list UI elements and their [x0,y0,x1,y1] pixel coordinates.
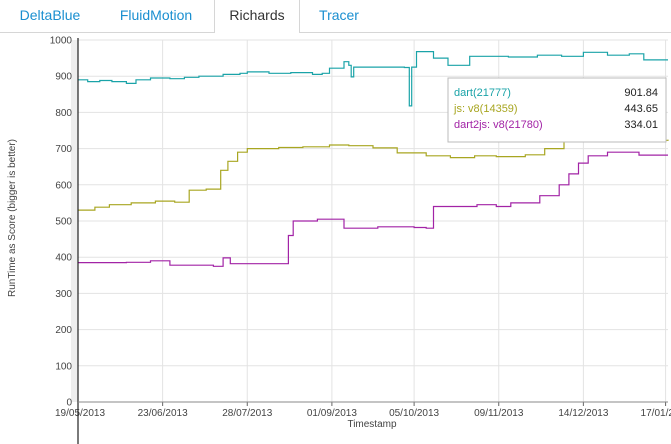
tab-fluidmotion[interactable]: FluidMotion [119,7,193,23]
axes: 0 100 200 300 400 500 600 700 800 900 1000 19/05/20… [50,36,671,444]
legend-value-dart: 901.84 [624,87,658,99]
js-v8-series-line [78,137,669,211]
legend-box [447,77,667,143]
legend-label-js: js: v8(14359) [453,103,518,115]
legend-label-dart: dart(21777) [454,87,511,99]
y-tick-label: 300 [55,289,72,300]
x-tick-label: 14/12/2013 [558,408,608,419]
dart-series-line [78,51,668,107]
y-tick-label: 1000 [50,36,73,47]
y-tick-label: 700 [55,144,72,155]
tab-bar: DeltaBlue FluidMotion Richards Tracer [0,0,671,33]
x-tick-label: 28/07/2013 [222,408,272,419]
y-axis-title: RunTime as Score (bigger is better) [7,139,18,297]
tab-richards[interactable]: Richards [214,0,300,33]
legend: dart(21777) 901.84 js: v8(14359) 443.65 … [447,77,667,143]
x-tick-label: 05/10/2013 [389,408,439,419]
x-tick-label: 19/05/2013 [55,408,105,419]
y-tick-label: 900 [55,72,72,83]
benchmark-chart[interactable]: 0 100 200 300 400 500 600 700 800 900 1000 19/05/20… [0,33,671,444]
y-tick-label: 400 [55,253,72,264]
dart2js-series-line [78,151,668,267]
x-tick-label: 17/01/2014 [641,408,671,419]
x-tick-label: 09/11/2013 [474,408,524,419]
series-lines [78,51,669,267]
legend-value-js: 443.65 [624,103,658,115]
tab-tracer[interactable]: Tracer [319,7,359,23]
tab-deltablue[interactable]: DeltaBlue [19,7,81,23]
grid-lines [71,39,668,403]
y-tick-label: 0 [66,398,72,409]
y-tick-label: 600 [55,180,72,191]
y-tick-label: 500 [55,217,72,228]
x-tick-label: 23/06/2013 [138,408,188,419]
legend-label-dart2js: dart2js: v8(21780) [454,119,543,131]
x-axis-title: Timestamp [347,419,397,430]
y-axis-band [71,40,78,402]
y-tick-label: 800 [55,108,72,119]
legend-value-dart2js: 334.01 [624,119,658,131]
y-tick-label: 200 [55,325,72,336]
x-tick-label: 01/09/2013 [307,408,357,419]
y-tick-label: 100 [55,361,72,372]
